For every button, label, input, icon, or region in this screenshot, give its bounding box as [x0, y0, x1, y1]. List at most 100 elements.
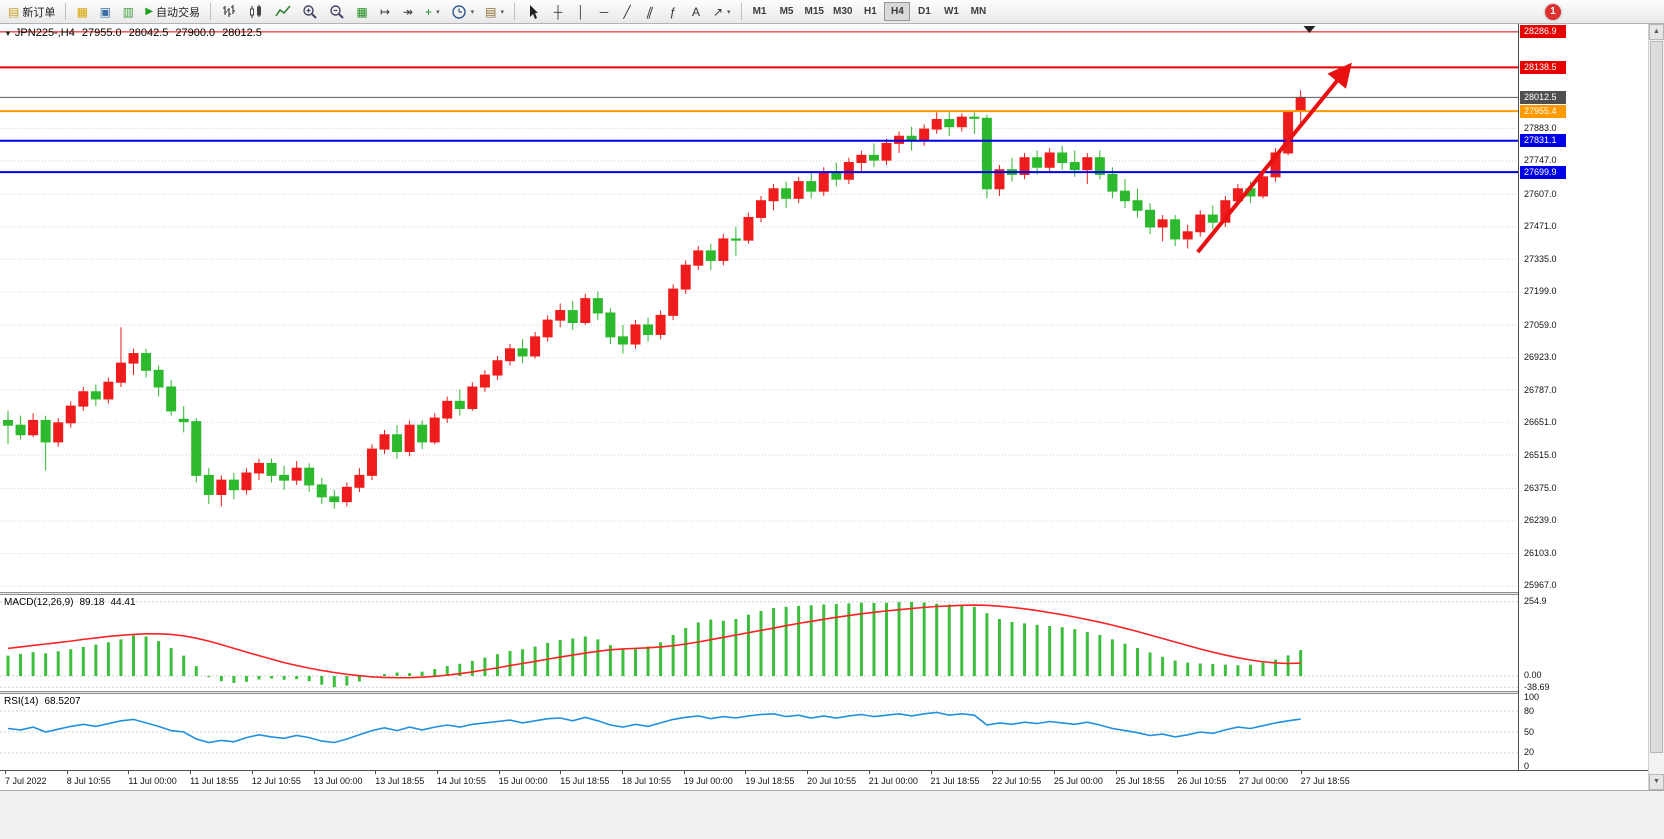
- cursor-arrow-icon: [529, 4, 538, 19]
- time-axis-tick: [5, 771, 6, 774]
- candle-body: [304, 467, 315, 486]
- candle-body: [580, 298, 591, 324]
- toolbar-separator: [210, 3, 212, 20]
- time-axis-label: 27 Jul 00:00: [1239, 776, 1289, 786]
- timeframe-toolbar: M1 M5 M15 M30 H1 H4 D1 W1 MN: [747, 2, 992, 21]
- timeframe-h4-button[interactable]: H4: [884, 2, 911, 21]
- chart-shift-icon: ↠: [403, 4, 414, 19]
- candle-body: [442, 400, 453, 419]
- candle-body: [856, 154, 867, 164]
- panel-separator[interactable]: [0, 691, 1648, 694]
- time-axis-tick: [930, 771, 932, 774]
- candle-body: [630, 324, 641, 345]
- time-axis-label: 20 Jul 10:55: [807, 776, 857, 786]
- price-axis-tick: 26515.0: [1524, 449, 1557, 460]
- channel-button[interactable]: ∥: [639, 1, 661, 22]
- candle-body: [530, 336, 541, 357]
- toolbar: ▤ 新订单 ▦ ▣ ▥ ▶ 自动交易 ▦ ↦ ↠ + ▾ ▾ ▤ ▾ ┼ │ ─ ╱ ∥ ƒ A ↗ ▾ M1 M5…: [0, 0, 1664, 24]
- price-axis[interactable]: 27883.0 27747.0 27607.0 27471.0 27335.0 27199…: [1518, 24, 1648, 771]
- price-axis-tick: 27199.0: [1524, 286, 1557, 297]
- time-axis-tick: [1177, 771, 1179, 774]
- text-button[interactable]: A: [685, 1, 707, 22]
- trend-arrow-annotation[interactable]: [1196, 62, 1352, 254]
- price-level-badge: 28012.5: [1520, 90, 1566, 104]
- candle-body: [505, 348, 515, 362]
- chart-buttons-group: ▦ ↦ ↠ + ▾ ▾ ▤ ▾: [216, 1, 509, 22]
- arrows-button[interactable]: ↗ ▾: [708, 1, 736, 22]
- horizontal-line-button[interactable]: ─: [593, 1, 615, 22]
- templates-button[interactable]: ▤ ▾: [480, 1, 509, 22]
- price-axis-tick: 26651.0: [1524, 417, 1557, 428]
- auto-scroll-button[interactable]: ↦: [374, 1, 396, 22]
- candlestick-button[interactable]: [243, 1, 269, 22]
- candle-body: [793, 181, 804, 199]
- charts-button[interactable]: ▦: [71, 1, 93, 22]
- autotrading-button[interactable]: ▶ 自动交易: [140, 1, 205, 22]
- indicators-button[interactable]: + ▾: [420, 1, 445, 22]
- macd-indicator-panel[interactable]: [0, 595, 1518, 691]
- time-axis-tick: [1115, 771, 1117, 774]
- chart-title: ▼ JPN225-,H4 27955.0 28042.5 27900.0 28012.5: [4, 27, 262, 39]
- time-axis[interactable]: 7 Jul 2022 8 Jul 10:55 11 Jul 00:00 11 Jul …: [0, 770, 1648, 790]
- terminal-button[interactable]: ▥: [117, 1, 139, 22]
- tile-windows-button[interactable]: ▦: [351, 1, 373, 22]
- candle-body: [90, 391, 101, 400]
- new-order-button[interactable]: ▤ 新订单: [3, 1, 60, 22]
- time-axis-label: 19 Jul 18:55: [745, 776, 795, 786]
- price-axis-tick: 26375.0: [1524, 482, 1557, 493]
- zoom-in-button[interactable]: [297, 1, 323, 22]
- symbol-dropdown-icon[interactable]: ▼: [4, 29, 12, 38]
- rsi-line: [7, 711, 1301, 744]
- trendline-button[interactable]: ╱: [616, 1, 638, 22]
- timeframe-m1-button[interactable]: M1: [747, 2, 773, 21]
- chart-end-marker-icon: [1303, 26, 1316, 33]
- candle-body: [379, 434, 390, 450]
- timeframe-w1-button[interactable]: W1: [938, 2, 964, 21]
- timeframe-d1-button[interactable]: D1: [911, 2, 937, 21]
- fibonacci-button[interactable]: ƒ: [662, 1, 684, 22]
- timeframe-m5-button[interactable]: M5: [774, 2, 800, 21]
- ohlc-bars-button[interactable]: [216, 1, 242, 22]
- candle-body: [153, 369, 164, 388]
- scrollbar-thumb[interactable]: [1650, 41, 1663, 753]
- timeframe-m30-button[interactable]: M30: [829, 2, 856, 21]
- time-axis-label: 21 Jul 00:00: [868, 776, 918, 786]
- macd-axis-tick: 254.9: [1524, 596, 1547, 607]
- zoom-out-button[interactable]: [324, 1, 350, 22]
- time-axis-tick: [66, 771, 68, 774]
- candle-body: [818, 171, 829, 192]
- time-axis-tick: [128, 771, 130, 774]
- autotrading-label: 自动交易: [156, 6, 201, 19]
- line-chart-button[interactable]: [270, 1, 296, 22]
- candle-body: [981, 117, 992, 190]
- vertical-scrollbar[interactable]: ▲ ▼: [1648, 24, 1664, 790]
- price-chart[interactable]: [0, 24, 1518, 592]
- timeframe-mn-button[interactable]: MN: [965, 2, 991, 21]
- notification-badge[interactable]: 1: [1545, 3, 1561, 20]
- scroll-up-button[interactable]: ▲: [1649, 24, 1664, 40]
- candle-body: [78, 391, 89, 407]
- candle-body: [868, 154, 879, 161]
- time-axis-label: 26 Jul 10:55: [1177, 776, 1227, 786]
- time-axis-label: 11 Jul 00:00: [128, 776, 177, 786]
- cursor-button[interactable]: [520, 1, 546, 22]
- timeframe-m15-button[interactable]: M15: [801, 2, 828, 21]
- time-axis-tick: [1053, 771, 1055, 774]
- candle-body: [254, 462, 264, 474]
- candle-body: [492, 360, 503, 376]
- panel-separator[interactable]: [0, 592, 1648, 595]
- candle-body: [919, 128, 930, 142]
- periods-button[interactable]: ▾: [446, 1, 480, 22]
- vertical-line-button[interactable]: │: [570, 1, 592, 22]
- candle-body: [806, 181, 817, 192]
- price-level-badge: 28286.9: [1520, 25, 1566, 39]
- chart-plot-area[interactable]: ▼ JPN225-,H4 27955.0 28042.5 27900.0 28012.5 …: [0, 24, 1518, 770]
- rsi-indicator-panel[interactable]: [0, 694, 1518, 770]
- chart-shift-button[interactable]: ↠: [397, 1, 419, 22]
- profiles-button[interactable]: ▣: [94, 1, 116, 22]
- timeframe-h1-button[interactable]: H1: [857, 2, 883, 21]
- scroll-down-button[interactable]: ▼: [1649, 774, 1664, 790]
- new-order-icon: ▤: [8, 4, 20, 19]
- quick-icons-group: ▦ ▣ ▥: [71, 1, 139, 22]
- crosshair-button[interactable]: ┼: [547, 1, 569, 22]
